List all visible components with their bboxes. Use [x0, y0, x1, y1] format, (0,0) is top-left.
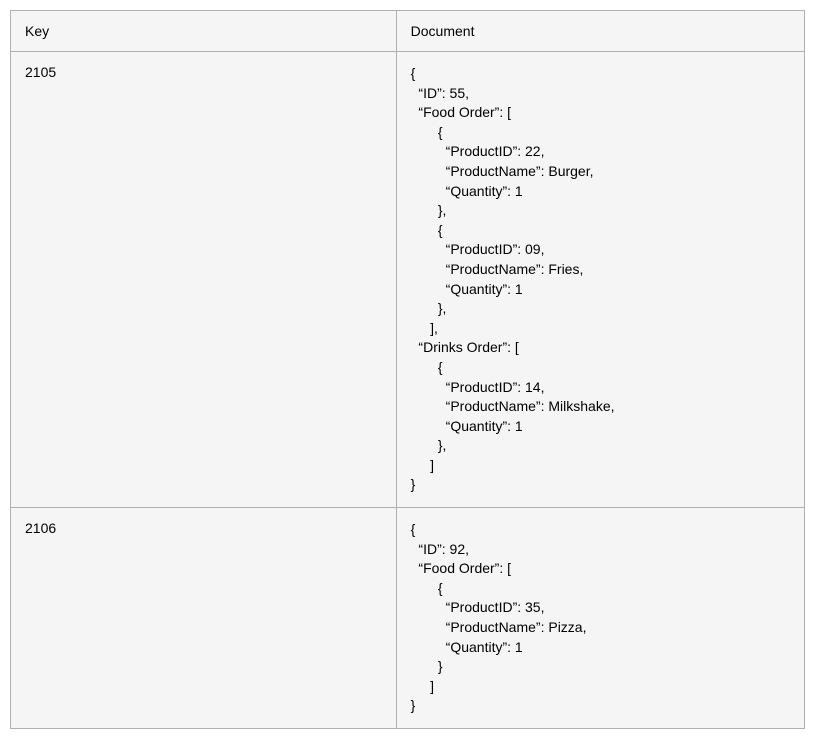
document-table: Key Document 2105 { “ID”: 55, “Food Orde… [10, 10, 805, 729]
document-content: { “ID”: 92, “Food Order”: [ { “ProductID… [411, 520, 790, 716]
key-cell: 2105 [11, 52, 397, 508]
key-cell: 2106 [11, 508, 397, 729]
column-header-key: Key [11, 11, 397, 52]
document-content: { “ID”: 55, “Food Order”: [ { “ProductID… [411, 64, 790, 495]
document-cell: { “ID”: 55, “Food Order”: [ { “ProductID… [396, 52, 804, 508]
table-row: 2105 { “ID”: 55, “Food Order”: [ { “Prod… [11, 52, 805, 508]
table-header-row: Key Document [11, 11, 805, 52]
table-row: 2106 { “ID”: 92, “Food Order”: [ { “Prod… [11, 508, 805, 729]
document-cell: { “ID”: 92, “Food Order”: [ { “ProductID… [396, 508, 804, 729]
column-header-document: Document [396, 11, 804, 52]
